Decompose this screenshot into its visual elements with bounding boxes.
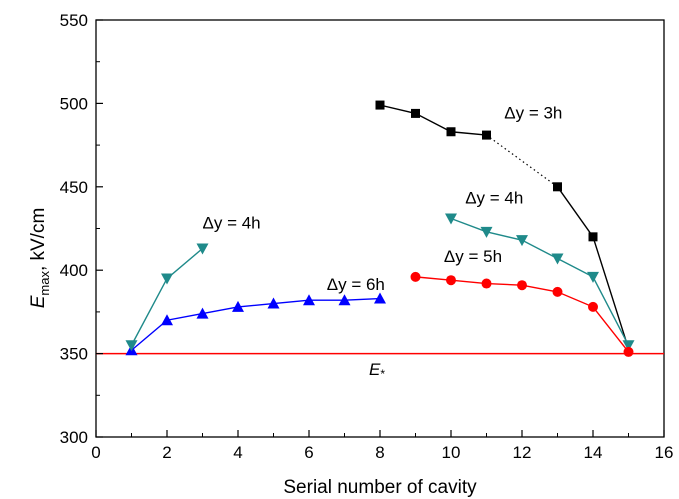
data-point (516, 235, 528, 247)
data-point (232, 300, 244, 312)
annotation-layer: Δy = 3h Δy = 4h Δy = 5h Δy = 6h Δy = 4h (203, 103, 563, 294)
data-point (161, 273, 173, 285)
y-tick-label: 400 (60, 261, 88, 280)
y-tick-label: 550 (60, 11, 88, 30)
reference-line-label-main: E (369, 360, 381, 379)
data-point (446, 127, 456, 137)
ann-dy3h: Δy = 3h (504, 103, 562, 122)
series-line-dy4h_right (450, 217, 630, 346)
ann-dy5h: Δy = 5h (444, 247, 502, 266)
x-tick-label: 12 (513, 443, 532, 462)
data-point (411, 108, 420, 118)
data-point (481, 278, 492, 289)
series-dy3h (375, 100, 630, 349)
series-line-dy3h (486, 134, 558, 188)
reference-line-label: E* (369, 360, 385, 381)
x-tick-label: 14 (584, 443, 603, 462)
data-point (161, 314, 173, 326)
y-axis-label-sub: max (37, 271, 52, 296)
data-point (480, 226, 493, 238)
series-line-dy6h (131, 297, 381, 351)
series-line-dy4h_left (130, 247, 203, 346)
data-point (553, 182, 562, 192)
series-dy6h (125, 292, 386, 356)
y-axis-label: Emax, kV/cm (28, 208, 52, 309)
y-axis-label-rest: , kV/cm (28, 208, 49, 271)
x-axis-label: Serial number of cavity (283, 477, 477, 498)
ann-dy6h: Δy = 6h (327, 275, 385, 294)
x-tick-label: 16 (655, 443, 674, 462)
data-point (588, 232, 598, 242)
x-tick-label: 10 (442, 443, 461, 462)
series-layer (125, 100, 635, 357)
data-point (267, 297, 280, 309)
ann-dy4h-right: Δy = 4h (465, 188, 523, 207)
x-tick-label: 6 (304, 443, 313, 462)
data-point (338, 294, 351, 306)
data-point (482, 130, 491, 140)
data-point (622, 340, 635, 352)
x-tick-label: 0 (91, 443, 100, 462)
y-tick-label: 450 (60, 178, 88, 197)
x-tick-label: 8 (375, 443, 384, 462)
data-point (587, 271, 599, 283)
data-point (410, 271, 421, 282)
y-tick-label: 500 (60, 94, 88, 113)
axes-layer: 0 2 4 6 8 10 12 14 16 300 350 400 450 500 550 (60, 11, 674, 462)
data-point (517, 280, 527, 291)
series-dy4h_right (445, 213, 635, 352)
x-tick-label: 4 (233, 443, 242, 462)
series-dy4h_left (125, 243, 209, 352)
data-point (551, 253, 564, 265)
ann-dy4h-left: Δy = 4h (203, 214, 261, 233)
series-line-dy3h (379, 104, 487, 136)
series-dy5h (410, 271, 634, 357)
data-point (445, 213, 457, 225)
data-point (374, 292, 386, 304)
data-point (588, 301, 598, 312)
x-tick-label: 2 (162, 443, 171, 462)
y-tick-label: 350 (60, 345, 88, 364)
data-point (623, 346, 634, 357)
y-axis-label-main: E (28, 295, 49, 308)
data-point (196, 243, 209, 255)
data-point (125, 340, 138, 352)
data-point (552, 286, 563, 297)
data-point (375, 100, 385, 110)
data-point (446, 275, 456, 286)
reference-line-label-sub: * (380, 367, 385, 381)
data-point (303, 294, 315, 306)
y-tick-label: 300 (60, 428, 88, 447)
data-point (196, 307, 209, 319)
